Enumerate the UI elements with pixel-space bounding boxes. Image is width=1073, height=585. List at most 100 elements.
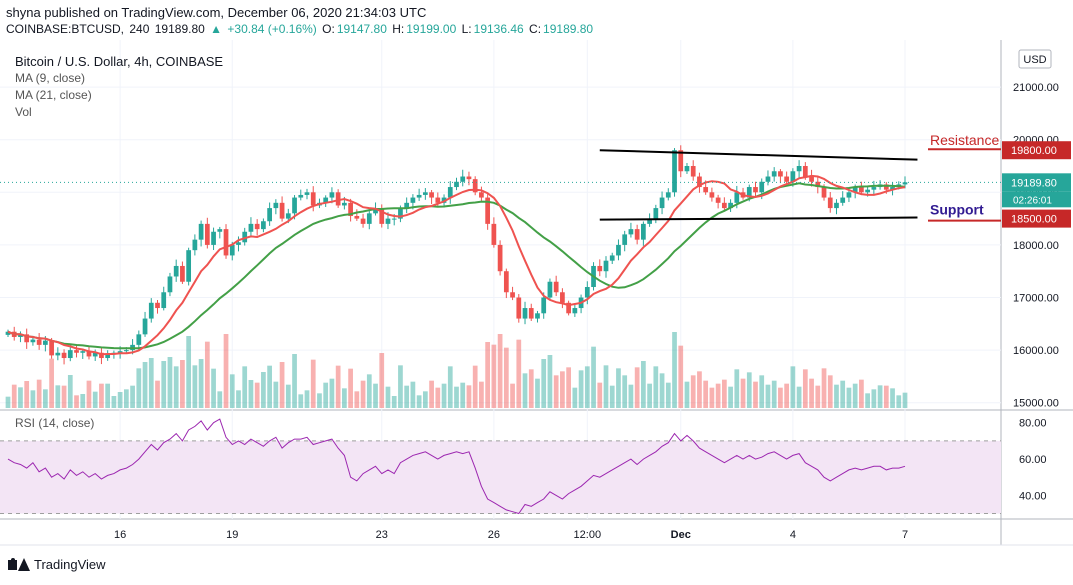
volume-bar [86,380,92,408]
candle [310,192,316,206]
price-axis-tick-label: 21000.00 [1013,82,1059,94]
countdown-badge [1002,191,1071,208]
volume-bar [883,385,889,408]
volume-bar [242,366,248,408]
volume-bar [217,391,223,408]
candle [273,202,279,209]
volume-bar [454,386,459,408]
candle [254,223,260,230]
volume-bar [317,393,322,408]
candle [516,297,522,319]
candle [329,192,335,198]
candle [261,221,266,230]
candle [827,197,833,209]
footer-brand[interactable]: TradingView [8,557,106,572]
candle [890,187,895,190]
support-price-badge [1002,209,1071,228]
volume-bar [342,388,347,408]
volume-bar [815,385,821,408]
resistance-price-badge-label: 19800.00 [1011,145,1057,157]
time-axis-tick-label: 7 [902,529,908,541]
candle [784,176,790,182]
candle [155,302,160,309]
high-value: 19199.00 [406,22,457,36]
candle [503,271,509,293]
candle [354,215,360,219]
volume-bar [254,382,260,408]
candle [173,265,179,277]
candle [18,334,23,337]
volume-bar [435,387,441,408]
volume-bar [697,371,702,408]
open-value: 19147.80 [336,22,387,36]
candle [715,197,721,203]
change-value: +30.84 (+0.16%) [227,22,317,36]
plot-area [0,40,1001,519]
candle [883,184,889,190]
volume-bar [99,383,104,408]
candle [279,202,285,219]
volume-bar [622,375,628,408]
candle [192,239,198,251]
candle [342,202,347,206]
candle [117,351,123,353]
volume-bar [591,346,596,408]
volume-bar [211,368,216,408]
volume-bar [609,385,615,408]
volume-bar [180,360,185,408]
last-price-badge-label: 19189.80 [1011,177,1057,189]
candle [304,192,310,195]
volume-bar [30,390,36,408]
volume-bar [535,378,540,408]
candle [136,334,142,345]
price-axis-tick-label: 18000.00 [1013,240,1059,252]
volume-bar [796,386,802,408]
volume-bar [653,366,659,408]
low-label: L: [461,22,472,36]
resistance-annotation: Resistance [930,132,999,148]
volume-bar [902,392,908,408]
candle [80,351,86,353]
volume-bar [715,383,721,408]
candle [597,265,603,272]
candle [709,192,715,198]
candle [834,202,839,209]
candle [753,187,758,193]
high-label: H: [392,22,405,36]
volume-bar [366,374,372,408]
candle [198,223,204,240]
volume-bar [528,369,534,408]
volume-bar [329,378,335,408]
volume-bar [778,387,783,408]
candle [248,223,254,232]
volume-bar [292,354,297,408]
trendline-channel-bottom [599,216,918,221]
candle [379,208,385,224]
candle [560,292,565,303]
volume-bar [572,387,578,408]
candle [105,354,111,359]
candle [522,308,528,319]
candle [410,197,416,203]
candle [734,192,740,203]
volume-bar [285,384,291,408]
volume-bar [746,372,752,408]
candle [460,176,466,182]
candle [298,194,304,198]
volume-bar [641,361,646,408]
candle [373,208,378,214]
time-axis-tick-label: Dec [671,529,691,541]
candle [123,350,129,352]
volume-bar [74,395,79,408]
volume-bar [859,379,864,408]
candle [61,352,67,359]
candle [728,202,733,209]
volume-bar [11,384,17,408]
candle [267,208,272,222]
publisher-line: shyna published on TradingView.com, Dece… [6,5,427,20]
time-axis-tick-label: 12:00 [574,529,602,541]
volume-bar [223,334,229,408]
volume-bar [740,378,746,408]
candle [55,352,61,356]
